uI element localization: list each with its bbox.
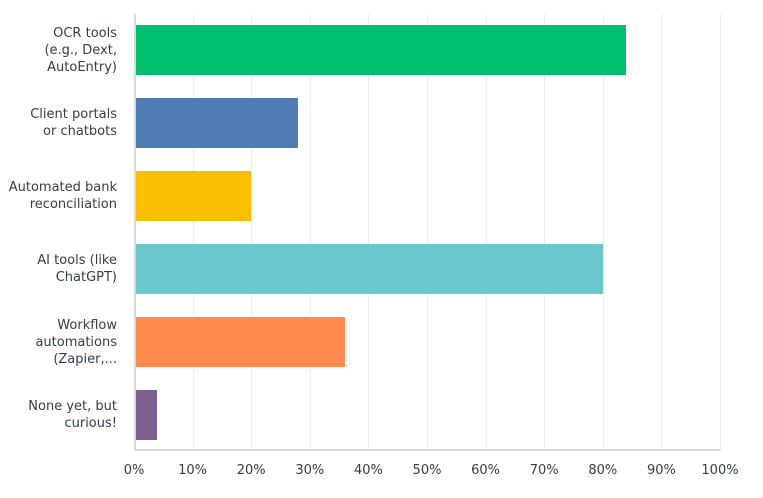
category-label: AI tools (like ChatGPT) — [37, 253, 117, 285]
x-tick-label: 0% — [123, 463, 145, 478]
category-label: OCR tools (e.g., Dext, AutoEntry) — [44, 25, 117, 75]
category-label: Automated bank reconciliation — [8, 180, 117, 212]
x-tick-label: 70% — [529, 463, 559, 478]
y-axis — [134, 14, 136, 451]
gridline — [485, 14, 487, 451]
gridline — [720, 14, 721, 451]
gridline — [602, 14, 604, 451]
x-tick-label: 90% — [646, 463, 676, 478]
x-tick-label: 30% — [295, 463, 325, 478]
category-label: Workflow automations (Zapier,... — [35, 317, 117, 367]
x-tick-label: 60% — [471, 463, 501, 478]
bar[interactable] — [134, 98, 299, 148]
gridline — [309, 14, 311, 451]
x-tick-label: 20% — [236, 463, 266, 478]
gridline — [427, 14, 428, 451]
x-axis — [134, 449, 720, 451]
category-label: None yet, but curious! — [28, 399, 117, 431]
bar[interactable] — [134, 244, 603, 294]
x-tick-label: 100% — [701, 463, 739, 478]
plot-area — [134, 14, 721, 451]
x-tick-label: 80% — [588, 463, 618, 478]
gridline — [251, 14, 253, 451]
gridline — [192, 14, 194, 451]
x-tick-label: 40% — [353, 463, 383, 478]
category-label: Client portals or chatbots — [30, 107, 117, 139]
bar[interactable] — [134, 171, 252, 221]
x-tick-label: 50% — [412, 463, 442, 478]
gridline — [661, 14, 663, 451]
bar[interactable] — [134, 317, 345, 367]
bar[interactable] — [134, 25, 627, 75]
gridline — [544, 14, 546, 451]
gridline — [368, 14, 370, 451]
bar[interactable] — [134, 390, 158, 440]
x-tick-label: 10% — [178, 463, 208, 478]
